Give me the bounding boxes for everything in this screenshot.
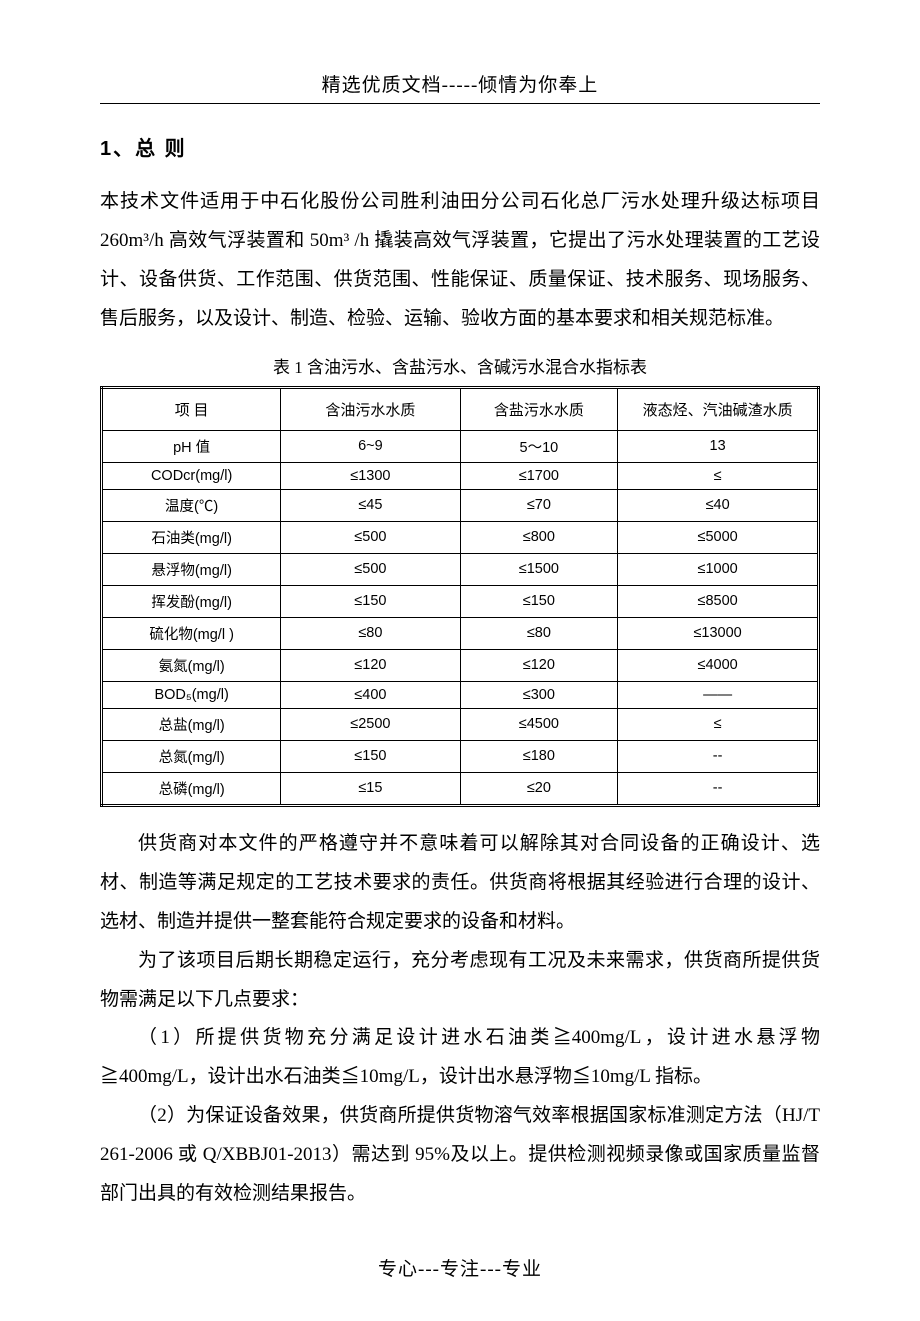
table-cell: ≤150 [281, 740, 460, 772]
table-cell: ≤400 [281, 681, 460, 708]
table-cell: ≤150 [281, 585, 460, 617]
table-row: 氨氮(mg/l)≤120≤120≤4000 [102, 649, 819, 681]
table-row: 硫化物(mg/l )≤80≤80≤13000 [102, 617, 819, 649]
table-cell: ≤1700 [460, 462, 618, 489]
water-index-table: 项 目 含油污水水质 含盐污水水质 液态烃、汽油碱渣水质 pH 值6~95～10… [100, 386, 820, 807]
table-cell: 硫化物(mg/l ) [102, 617, 281, 649]
intro-paragraph: 本技术文件适用于中石化股份公司胜利油田分公司石化总厂污水处理升级达标项目 260… [100, 183, 820, 339]
table-row: 石油类(mg/l)≤500≤800≤5000 [102, 521, 819, 553]
table-cell: pH 值 [102, 430, 281, 462]
table-cell: ≤20 [460, 772, 618, 805]
table-row: BOD₅(mg/l)≤400≤300—— [102, 681, 819, 708]
paragraph: 为了该项目后期长期稳定运行，充分考虑现有工况及未来需求，供货商所提供货物需满足以… [100, 942, 820, 1020]
table-row: 总盐(mg/l)≤2500≤4500≤ [102, 708, 819, 740]
table-row: 总氮(mg/l)≤150≤180-- [102, 740, 819, 772]
table-cell: ≤4500 [460, 708, 618, 740]
table-row: 温度(℃)≤45≤70≤40 [102, 489, 819, 521]
page-footer: 专心---专注---专业 [100, 1254, 820, 1281]
table-cell: -- [618, 740, 819, 772]
table-cell: ≤1300 [281, 462, 460, 489]
section-title: 1、总 则 [100, 132, 820, 161]
table-cell: 石油类(mg/l) [102, 521, 281, 553]
table-cell: ≤120 [460, 649, 618, 681]
table-cell: ≤180 [460, 740, 618, 772]
table-cell: 总氮(mg/l) [102, 740, 281, 772]
table-cell: ≤70 [460, 489, 618, 521]
col-header: 含油污水水质 [281, 387, 460, 430]
table-cell: ≤500 [281, 521, 460, 553]
table-cell: ≤15 [281, 772, 460, 805]
table-cell: ≤8500 [618, 585, 819, 617]
table-cell: BOD₅(mg/l) [102, 681, 281, 708]
table-cell: ≤300 [460, 681, 618, 708]
table-cell: —— [618, 681, 819, 708]
table-cell: ≤150 [460, 585, 618, 617]
col-header: 液态烃、汽油碱渣水质 [618, 387, 819, 430]
document-page: 精选优质文档-----倾情为你奉上 1、总 则 本技术文件适用于中石化股份公司胜… [0, 0, 920, 1321]
table-cell: ≤80 [460, 617, 618, 649]
table-cell: 总磷(mg/l) [102, 772, 281, 805]
table-cell: ≤2500 [281, 708, 460, 740]
table-cell: ≤80 [281, 617, 460, 649]
table-cell: 6~9 [281, 430, 460, 462]
table-cell: ≤40 [618, 489, 819, 521]
table-header-row: 项 目 含油污水水质 含盐污水水质 液态烃、汽油碱渣水质 [102, 387, 819, 430]
table-cell: -- [618, 772, 819, 805]
table-cell: ≤ [618, 708, 819, 740]
table-row: 挥发酚(mg/l)≤150≤150≤8500 [102, 585, 819, 617]
table-cell: 总盐(mg/l) [102, 708, 281, 740]
page-header: 精选优质文档-----倾情为你奉上 [100, 70, 820, 104]
table-cell: 氨氮(mg/l) [102, 649, 281, 681]
table-cell: CODcr(mg/l) [102, 462, 281, 489]
table-cell: ≤800 [460, 521, 618, 553]
table-cell: ≤120 [281, 649, 460, 681]
table-cell: 温度(℃) [102, 489, 281, 521]
paragraph: 供货商对本文件的严格遵守并不意味着可以解除其对合同设备的正确设计、选材、制造等满… [100, 825, 820, 942]
table-cell: ≤45 [281, 489, 460, 521]
table-cell: 5～10 [460, 430, 618, 462]
table-cell: ≤500 [281, 553, 460, 585]
paragraph: （2）为保证设备效果，供货商所提供货物溶气效率根据国家标准测定方法（HJ/T 2… [100, 1097, 820, 1214]
table-cell: ≤4000 [618, 649, 819, 681]
table-row: 悬浮物(mg/l)≤500≤1500≤1000 [102, 553, 819, 585]
table-cell: ≤1500 [460, 553, 618, 585]
table-cell: 挥发酚(mg/l) [102, 585, 281, 617]
col-header: 项 目 [102, 387, 281, 430]
table-cell: ≤ [618, 462, 819, 489]
table-cell: 13 [618, 430, 819, 462]
paragraph: （1）所提供货物充分满足设计进水石油类≧400mg/L，设计进水悬浮物≧400m… [100, 1019, 820, 1097]
col-header: 含盐污水水质 [460, 387, 618, 430]
table-cell: ≤1000 [618, 553, 819, 585]
table-cell: 悬浮物(mg/l) [102, 553, 281, 585]
table-cell: ≤13000 [618, 617, 819, 649]
table-row: CODcr(mg/l)≤1300≤1700≤ [102, 462, 819, 489]
table-cell: ≤5000 [618, 521, 819, 553]
table-caption: 表 1 含油污水、含盐污水、含碱污水混合水指标表 [100, 353, 820, 378]
table-row: 总磷(mg/l)≤15≤20-- [102, 772, 819, 805]
table-row: pH 值6~95～1013 [102, 430, 819, 462]
